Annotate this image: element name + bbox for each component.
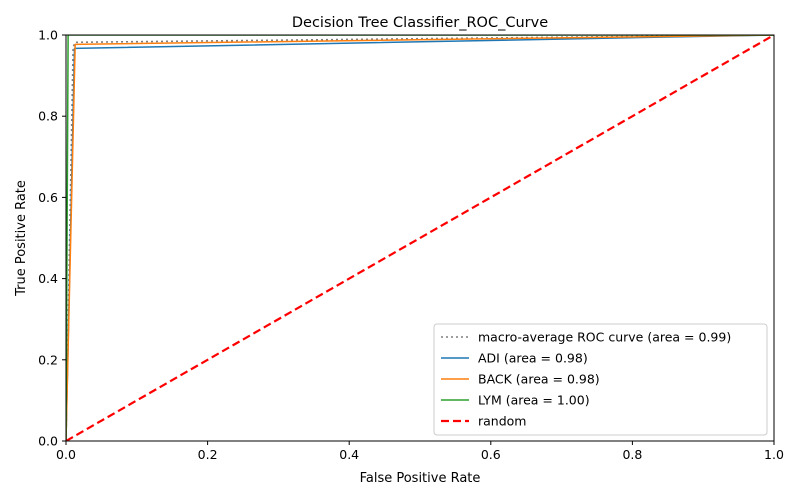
series-line-3 — [66, 35, 774, 441]
legend-label-1: ADI (area = 0.98) — [478, 351, 588, 366]
axes-frame — [65, 34, 775, 442]
y-tick-label: 0.0 — [38, 434, 58, 449]
x-axis-label: False Positive Rate — [360, 471, 481, 486]
chart-title: Decision Tree Classifier_ROC_Curve — [292, 15, 548, 31]
x-tick-label: 0.0 — [56, 447, 76, 462]
legend-label-2: BACK (area = 0.98) — [478, 372, 600, 387]
y-tick-label: 0.6 — [38, 190, 58, 205]
x-tick-label: 1.0 — [764, 447, 784, 462]
legend-label-0: macro-average ROC curve (area = 0.99) — [478, 330, 731, 345]
y-tick-label: 0.2 — [38, 352, 58, 367]
x-tick-label: 0.8 — [622, 447, 642, 462]
series-lines — [66, 35, 774, 441]
x-tick-label: 0.6 — [481, 447, 501, 462]
y-tick-label: 0.4 — [38, 271, 58, 286]
legend-box — [433, 323, 768, 436]
legend-label-3: LYM (area = 1.00) — [478, 393, 590, 408]
y-axis-label: True Positive Rate — [14, 180, 29, 297]
series-line-2 — [66, 35, 774, 441]
series-line-4 — [66, 35, 774, 441]
legend-label-4: random — [478, 414, 526, 429]
y-tick-label: 1.0 — [38, 28, 58, 43]
x-tick-label: 0.2 — [198, 447, 218, 462]
y-tick-label: 0.8 — [38, 109, 58, 124]
x-tick-label: 0.4 — [339, 447, 359, 462]
plot-area: 0.0 0.2 0.4 0.6 0.8 1.0 0.0 0.2 0.4 0.6 0.8 1.0 — [38, 28, 784, 463]
legend: macro-average ROC curve (area = 0.99) ADI… — [433, 323, 768, 436]
